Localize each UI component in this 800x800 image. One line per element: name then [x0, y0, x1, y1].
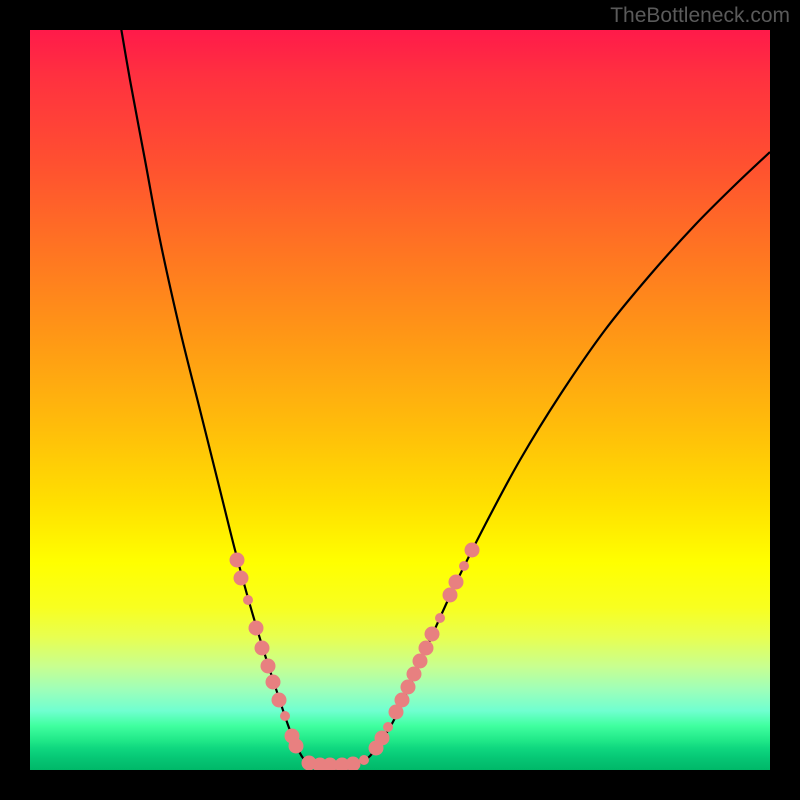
data-marker	[413, 654, 428, 669]
markers-group	[230, 543, 480, 771]
data-marker	[266, 675, 281, 690]
data-marker	[255, 641, 270, 656]
data-marker	[465, 543, 480, 558]
data-marker	[272, 693, 287, 708]
data-marker	[261, 659, 276, 674]
data-marker	[249, 621, 264, 636]
data-marker	[443, 588, 458, 603]
data-marker	[449, 575, 464, 590]
data-marker	[346, 757, 361, 771]
watermark-text: TheBottleneck.com	[610, 4, 790, 28]
data-marker	[289, 739, 304, 754]
data-marker	[359, 755, 369, 765]
data-marker	[375, 731, 390, 746]
data-marker	[395, 693, 410, 708]
curve-left	[118, 30, 340, 765]
data-marker	[459, 561, 469, 571]
data-marker	[243, 595, 253, 605]
data-marker	[425, 627, 440, 642]
data-marker	[401, 680, 416, 695]
data-marker	[383, 722, 393, 732]
data-marker	[230, 553, 245, 568]
data-marker	[435, 613, 445, 623]
curve-right	[340, 152, 770, 765]
plot-area	[30, 30, 770, 770]
data-marker	[419, 641, 434, 656]
data-marker	[280, 711, 290, 721]
chart-svg	[30, 30, 770, 770]
data-marker	[407, 667, 422, 682]
data-marker	[234, 571, 249, 586]
